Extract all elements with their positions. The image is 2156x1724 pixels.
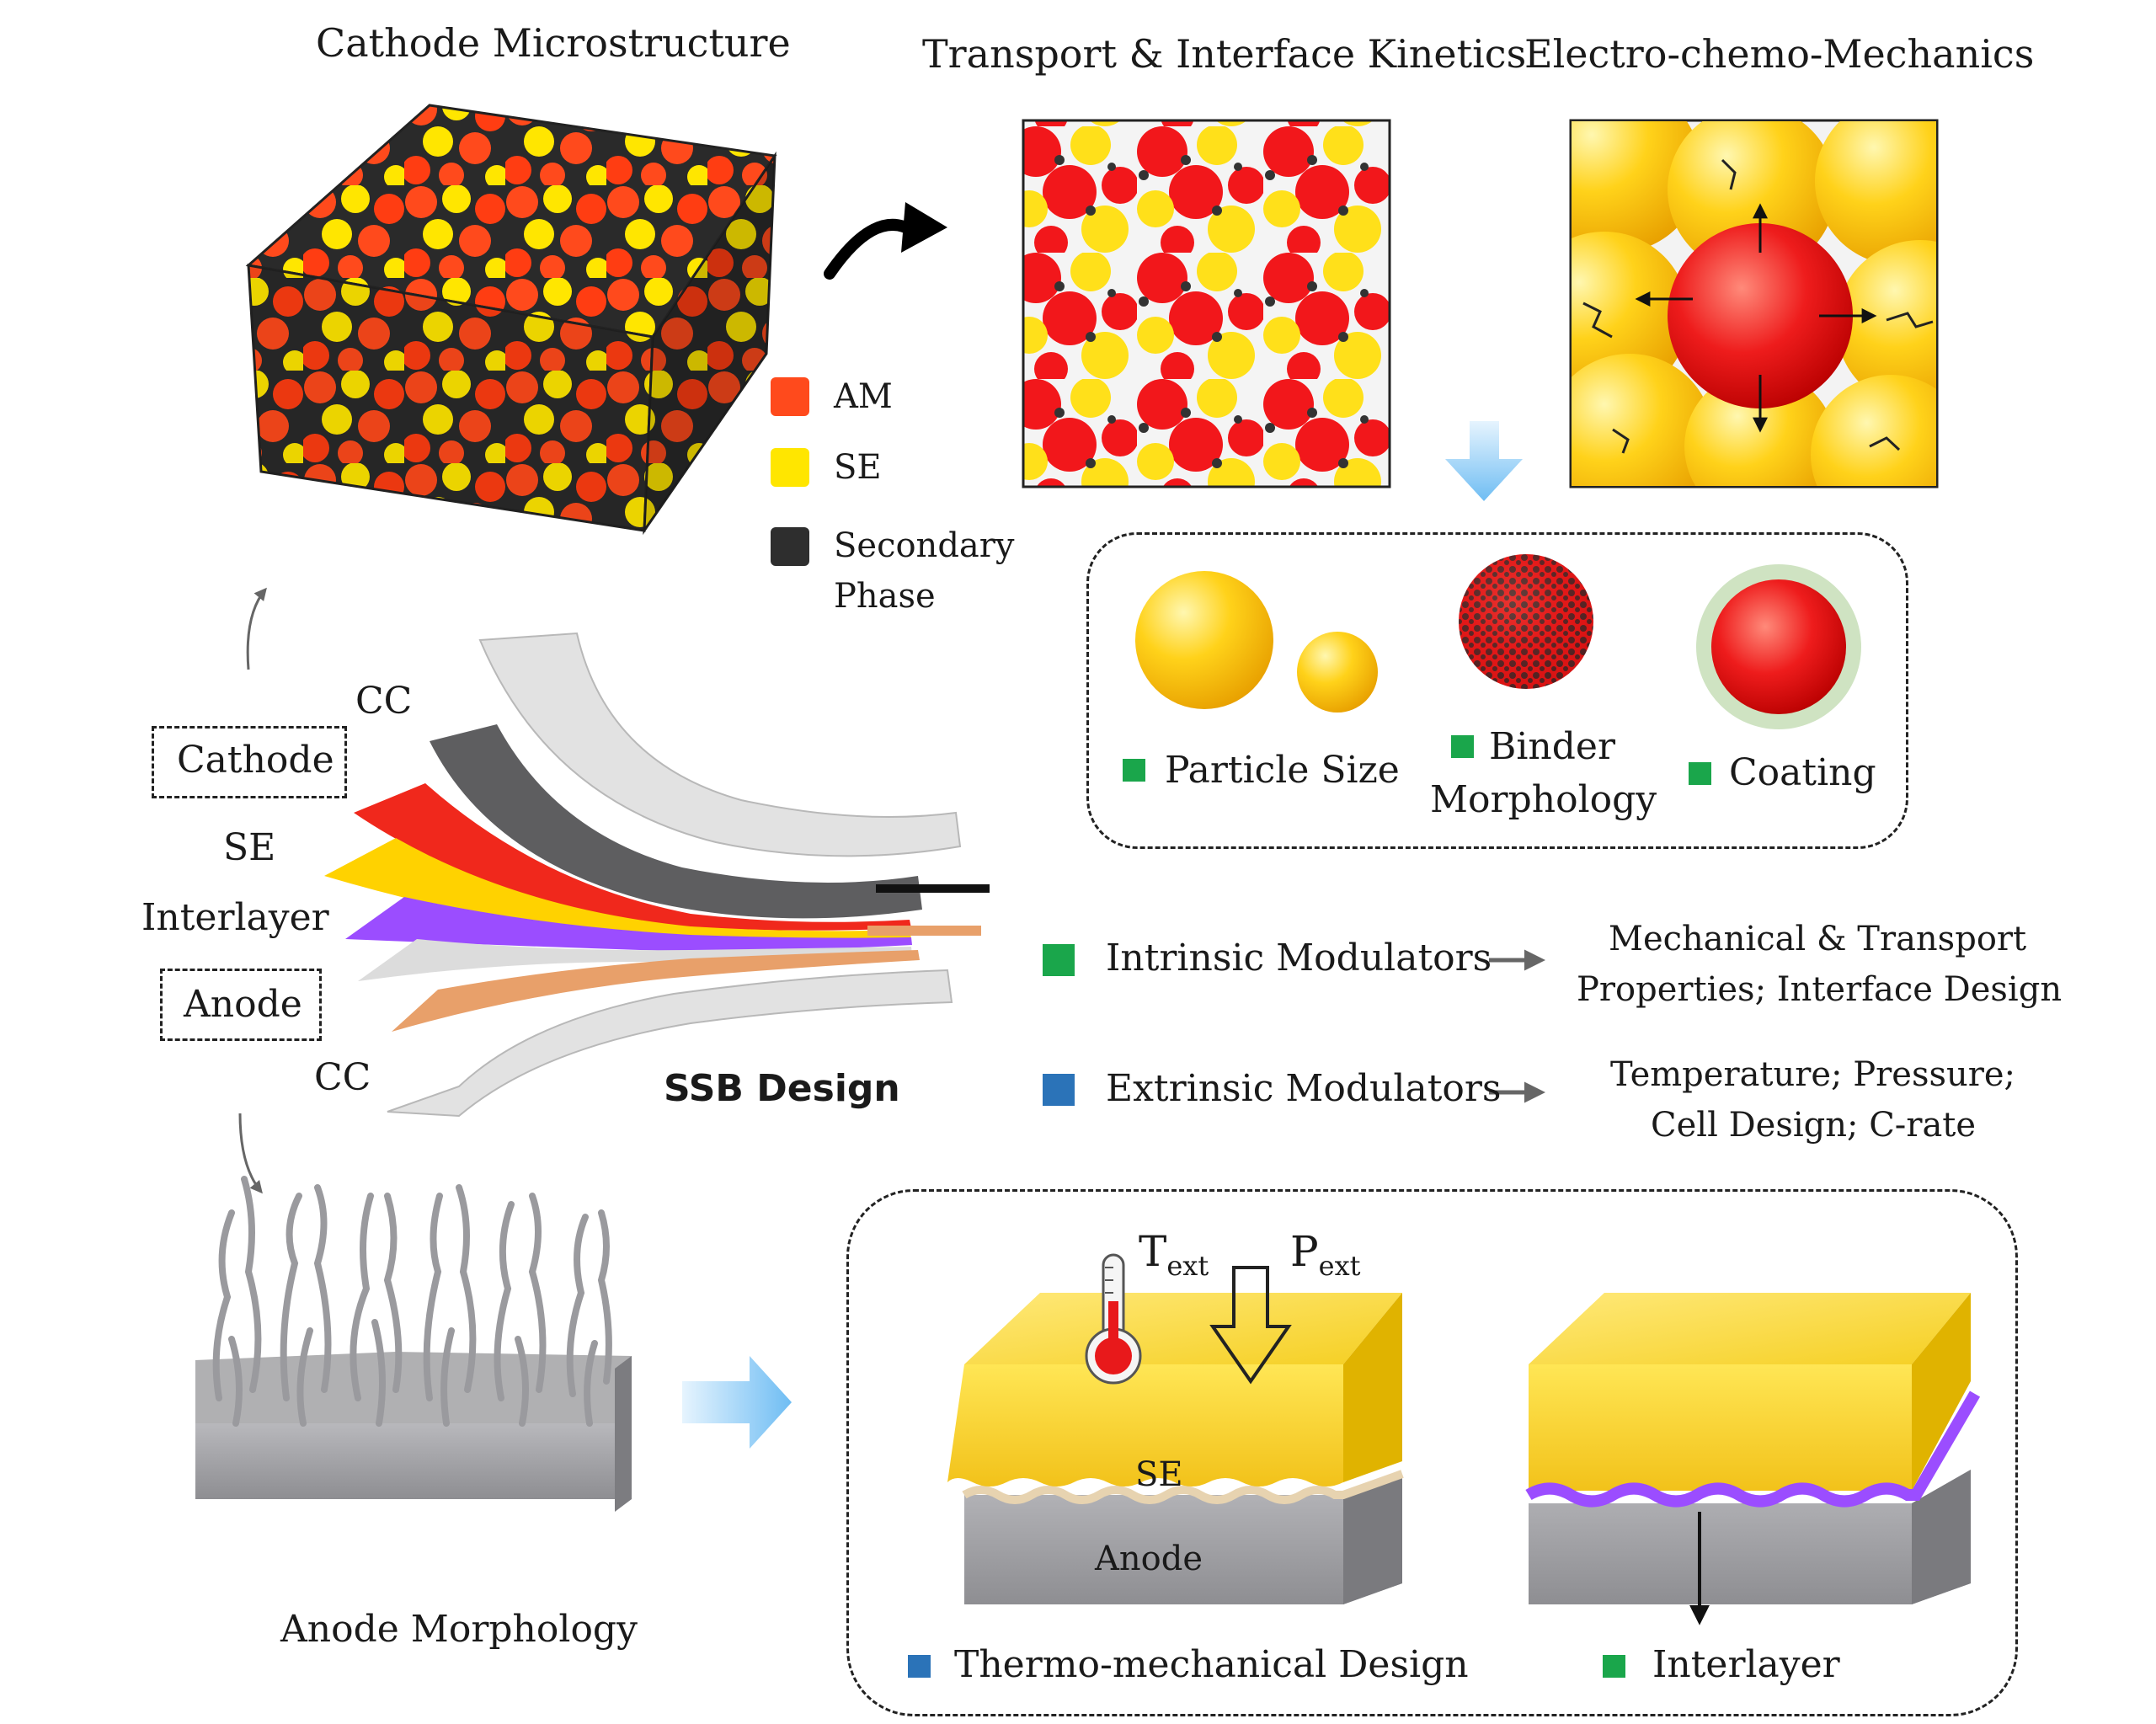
intrinsic-label: Intrinsic Modulators: [1106, 937, 1492, 979]
stack-label-cc-bottom: CC: [314, 1056, 371, 1099]
anode-morphology-label: Anode Morphology: [280, 1608, 638, 1651]
thermometer-icon: [1085, 1253, 1142, 1385]
particle-size-square: [1123, 759, 1145, 782]
binder-label-1: Binder: [1489, 725, 1615, 768]
interlayer-label: Interlayer: [1652, 1643, 1840, 1686]
legend-se-label: SE: [834, 448, 882, 487]
transport-image: [1022, 119, 1391, 488]
coating-label: Coating: [1729, 751, 1876, 794]
bottom-panel-box: [846, 1189, 2018, 1716]
curved-arrow-icon: [824, 202, 947, 280]
extrinsic-desc-1: Temperature; Pressure;: [1610, 1055, 2016, 1094]
p-ext-sub: ext: [1318, 1250, 1361, 1282]
interlayer-block: [1525, 1293, 1981, 1625]
legend-se-swatch: [771, 448, 809, 487]
legend-am-label: AM: [834, 377, 893, 416]
anode-morphology-image: [195, 1176, 632, 1512]
right-arrow-icon: [682, 1356, 792, 1449]
legend-am-swatch: [771, 377, 809, 416]
particle-panel-box: [1086, 532, 1908, 849]
stack-label-interlayer: Interlayer: [141, 896, 329, 939]
ssb-design-label: SSB Design: [664, 1067, 900, 1110]
large-particle: [1135, 571, 1273, 709]
ssb-stack: [324, 632, 990, 1118]
electro-chemo-image: [1569, 119, 1939, 488]
small-particle: [1297, 632, 1378, 713]
anode-label-box: [160, 969, 322, 1041]
p-ext-label: Pext: [1290, 1227, 1361, 1282]
legend-secondary-label-1: Secondary: [834, 526, 1015, 565]
stack-label-se: SE: [223, 826, 276, 869]
intrinsic-desc-1: Mechanical & Transport: [1609, 920, 2027, 958]
extrinsic-label: Extrinsic Modulators: [1106, 1067, 1502, 1110]
p-ext-main: P: [1290, 1227, 1319, 1276]
extrinsic-desc-2: Cell Design; C-rate: [1651, 1106, 1977, 1145]
title-cathode-microstructure: Cathode Microstructure: [316, 20, 791, 66]
se-anode-block: [947, 1293, 1404, 1604]
legend-secondary-label-2: Phase: [834, 577, 936, 616]
title-transport: Transport & Interface Kinetics: [922, 31, 1527, 77]
block-se-label: SE: [1135, 1455, 1183, 1494]
intrinsic-square: [1043, 944, 1075, 976]
extrinsic-square: [1043, 1074, 1075, 1106]
thermo-label: Thermo-mechanical Design: [954, 1643, 1469, 1686]
binder-label-2: Morphology: [1430, 778, 1657, 821]
stack-label-cathode: Cathode: [177, 739, 334, 782]
stack-label-anode: Anode: [184, 983, 302, 1026]
down-arrow-icon: [1445, 421, 1523, 501]
binder-square: [1451, 735, 1474, 758]
intrinsic-desc-2: Properties; Interface Design: [1577, 970, 2063, 1009]
up-arrow-icon: [246, 587, 267, 670]
down-curve-arrow-icon: [238, 1113, 263, 1194]
legend-secondary-swatch: [771, 527, 809, 566]
coating-square: [1689, 762, 1711, 785]
cathode-label-box: [152, 726, 347, 798]
cathode-cube: [245, 104, 777, 536]
t-ext-label: Text: [1139, 1227, 1209, 1282]
interlayer-square: [1603, 1655, 1625, 1678]
pressure-arrow-icon: [1209, 1266, 1292, 1385]
block-anode-label: Anode: [1095, 1540, 1203, 1578]
particle-size-label: Particle Size: [1165, 749, 1400, 792]
coated-particle: [1711, 579, 1846, 714]
t-ext-sub: ext: [1166, 1250, 1209, 1282]
stack-label-cc-top: CC: [355, 680, 413, 723]
title-electro-chemo: Electro-chemo-Mechanics: [1524, 31, 2035, 77]
t-ext-main: T: [1139, 1227, 1167, 1276]
